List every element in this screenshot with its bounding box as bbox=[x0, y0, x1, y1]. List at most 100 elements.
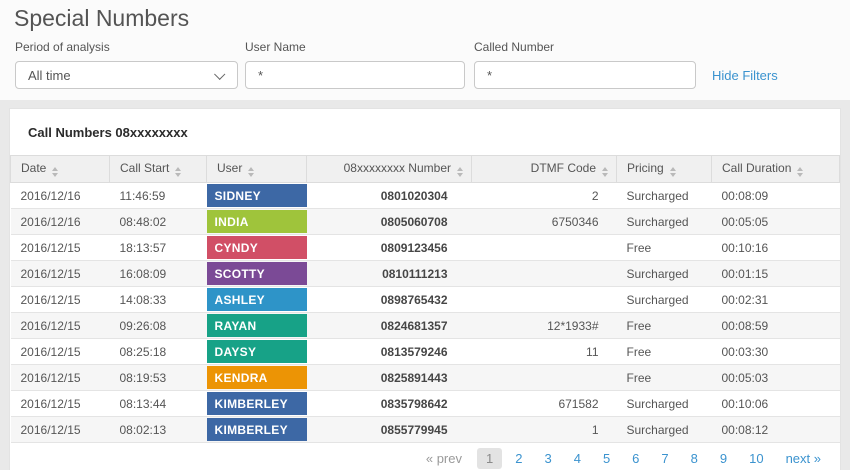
number-cell: 0813579246 bbox=[306, 338, 472, 365]
user-badge: CYNDY bbox=[206, 236, 307, 259]
dtmf-code-cell: 12*1933# bbox=[471, 312, 617, 339]
pagination-page[interactable]: 3 bbox=[544, 450, 552, 466]
user-badge: KENDRA bbox=[206, 366, 307, 389]
period-select-value: All time bbox=[28, 67, 71, 83]
pricing-cell: Surcharged bbox=[616, 390, 712, 417]
user-cell: INDIA bbox=[206, 208, 307, 235]
user-cell: DAYSY bbox=[206, 338, 307, 365]
call-start-cell: 08:13:44 bbox=[109, 390, 207, 417]
call-start-cell: 18:13:57 bbox=[109, 234, 207, 261]
pricing-cell: Free bbox=[616, 234, 712, 261]
period-filter-label: Period of analysis bbox=[15, 40, 110, 54]
user-cell: KIMBERLEY bbox=[206, 390, 307, 417]
pagination-page[interactable]: 2 bbox=[515, 450, 523, 466]
date-cell: 2016/12/16 bbox=[10, 182, 110, 209]
pricing-cell: Free bbox=[616, 338, 712, 365]
number-cell: 0825891443 bbox=[306, 364, 472, 391]
table-header-row: Date Call Start User 08xxxxxxxx Number D… bbox=[10, 155, 840, 183]
call-start-cell: 08:48:02 bbox=[109, 208, 207, 235]
date-cell: 2016/12/15 bbox=[10, 286, 110, 313]
date-cell: 2016/12/16 bbox=[10, 208, 110, 235]
date-cell: 2016/12/15 bbox=[10, 416, 110, 443]
sort-icon bbox=[797, 167, 804, 177]
table-row: 2016/12/15 08:13:44 KIMBERLEY 0835798642… bbox=[10, 390, 840, 417]
page-title: Special Numbers bbox=[14, 5, 190, 31]
user-name-input[interactable] bbox=[245, 61, 465, 89]
date-cell: 2016/12/15 bbox=[10, 312, 110, 339]
column-header-call-start[interactable]: Call Start bbox=[109, 155, 207, 183]
hide-filters-link[interactable]: Hide Filters bbox=[712, 68, 778, 83]
pagination-prev[interactable]: « prev bbox=[425, 450, 462, 466]
pagination-page[interactable]: 4 bbox=[573, 450, 581, 466]
pagination-page[interactable]: 9 bbox=[719, 450, 728, 466]
user-cell: SIDNEY bbox=[206, 182, 307, 209]
column-header-call-duration[interactable]: Call Duration bbox=[711, 155, 840, 183]
table-row: 2016/12/15 18:13:57 CYNDY 0809123456 Fre… bbox=[10, 234, 840, 261]
dtmf-code-cell: 1 bbox=[471, 416, 617, 443]
user-cell: CYNDY bbox=[206, 234, 307, 261]
dtmf-code-cell bbox=[471, 234, 617, 261]
call-start-cell: 09:26:08 bbox=[109, 312, 207, 339]
call-start-cell: 08:19:53 bbox=[109, 364, 207, 391]
table-row: 2016/12/15 16:08:09 SCOTTY 0810111213 Su… bbox=[10, 260, 840, 287]
date-cell: 2016/12/15 bbox=[10, 338, 110, 365]
column-header-date[interactable]: Date bbox=[10, 155, 110, 183]
dtmf-code-cell: 671582 bbox=[471, 390, 617, 417]
column-header-user[interactable]: User bbox=[206, 155, 307, 183]
user-cell: ASHLEY bbox=[206, 286, 307, 313]
pagination-page[interactable]: 7 bbox=[661, 450, 669, 466]
user-badge: ASHLEY bbox=[206, 288, 307, 311]
pagination: « prev 1 2 3 4 5 6 7 8 9 10 next » bbox=[10, 443, 840, 470]
dtmf-code-cell: 11 bbox=[471, 338, 617, 365]
table-row: 2016/12/15 09:26:08 RAYAN 0824681357 12*… bbox=[10, 312, 840, 339]
call-duration-cell: 00:05:03 bbox=[711, 364, 840, 391]
table-row: 2016/12/15 08:02:13 KIMBERLEY 0855779945… bbox=[10, 416, 840, 443]
dtmf-code-cell bbox=[471, 286, 617, 313]
date-cell: 2016/12/15 bbox=[10, 260, 110, 287]
period-select[interactable]: All time bbox=[15, 61, 238, 89]
user-cell: SCOTTY bbox=[206, 260, 307, 287]
call-numbers-table: Date Call Start User 08xxxxxxxx Number D… bbox=[10, 155, 840, 443]
call-duration-cell: 00:08:12 bbox=[711, 416, 840, 443]
date-cell: 2016/12/15 bbox=[10, 390, 110, 417]
pagination-next[interactable]: next » bbox=[785, 450, 821, 466]
pagination-pages: 1 2 3 4 5 6 7 8 9 10 bbox=[475, 447, 775, 469]
call-duration-cell: 00:10:06 bbox=[711, 390, 840, 417]
number-cell: 0824681357 bbox=[306, 312, 472, 339]
call-start-cell: 08:02:13 bbox=[109, 416, 207, 443]
date-cell: 2016/12/15 bbox=[10, 364, 110, 391]
header-section: Special Numbers Period of analysis All t… bbox=[0, 0, 850, 100]
sort-icon bbox=[52, 167, 59, 177]
pagination-page[interactable]: 10 bbox=[749, 450, 764, 466]
dtmf-code-cell bbox=[471, 364, 617, 391]
pricing-cell: Surcharged bbox=[616, 208, 712, 235]
user-cell: RAYAN bbox=[206, 312, 307, 339]
called-number-input[interactable] bbox=[474, 61, 696, 89]
user-name-filter-label: User Name bbox=[245, 40, 306, 54]
call-start-cell: 08:25:18 bbox=[109, 338, 207, 365]
call-duration-cell: 00:02:31 bbox=[711, 286, 840, 313]
number-cell: 0898765432 bbox=[306, 286, 472, 313]
user-badge: DAYSY bbox=[206, 340, 307, 363]
call-duration-cell: 00:08:09 bbox=[711, 182, 840, 209]
called-number-filter-label: Called Number bbox=[474, 40, 555, 54]
pagination-page[interactable]: 5 bbox=[602, 450, 611, 466]
call-duration-cell: 00:08:59 bbox=[711, 312, 840, 339]
user-badge: SCOTTY bbox=[206, 262, 307, 285]
number-cell: 0805060708 bbox=[306, 208, 472, 235]
number-cell: 0810111213 bbox=[306, 260, 472, 287]
pagination-page[interactable]: 1 bbox=[477, 447, 503, 469]
user-badge: INDIA bbox=[206, 210, 307, 233]
column-header-pricing[interactable]: Pricing bbox=[616, 155, 712, 183]
user-badge: KIMBERLEY bbox=[206, 392, 307, 415]
call-numbers-panel: Call Numbers 08xxxxxxxx Date Call Start … bbox=[9, 108, 841, 470]
number-cell: 0835798642 bbox=[306, 390, 472, 417]
pagination-page[interactable]: 6 bbox=[632, 450, 640, 466]
column-header-dtmf-code[interactable]: DTMF Code bbox=[471, 155, 617, 183]
sort-icon bbox=[602, 167, 608, 177]
pagination-page[interactable]: 8 bbox=[690, 450, 698, 466]
column-header-number[interactable]: 08xxxxxxxx Number bbox=[306, 155, 472, 183]
user-badge: SIDNEY bbox=[206, 184, 307, 207]
call-start-cell: 16:08:09 bbox=[109, 260, 207, 287]
pricing-cell: Surcharged bbox=[616, 286, 712, 313]
